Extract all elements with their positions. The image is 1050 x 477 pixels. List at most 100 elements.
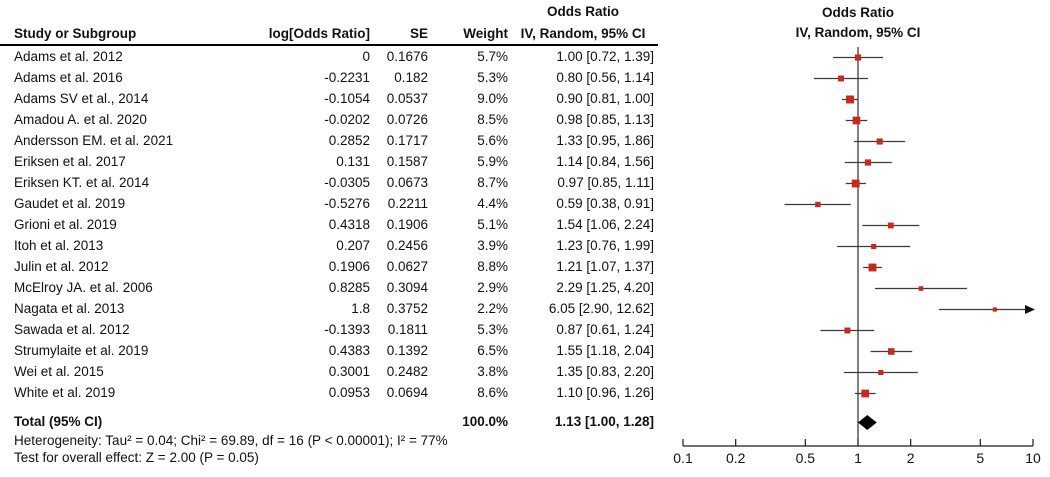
study-row: Andersson EM. et al. 2021 0.2852 0.1717 …: [0, 130, 658, 151]
ci-text-value: 1.00 [0.72, 1.39]: [556, 49, 654, 64]
ci-text-value: 0.90 [0.81, 1.00]: [556, 91, 654, 106]
log-odds-ratio-value: 0.131: [336, 154, 370, 169]
weight-value: 8.8%: [477, 259, 508, 274]
study-column-header: Study or Subgroup: [14, 25, 137, 41]
table-header: Odds Ratio Study or Subgroup log[Odds Ra…: [0, 0, 658, 46]
x-axis-tick-label: 0.2: [726, 450, 746, 466]
log-odds-ratio-value: 1.8: [351, 301, 370, 316]
study-name: Sawada et al. 2012: [14, 322, 130, 337]
x-axis-tick-label: 2: [907, 450, 915, 466]
effect-marker: [851, 179, 860, 188]
se-value: 0.0726: [386, 112, 428, 127]
se-value: 0.182: [394, 70, 428, 85]
study-row: Eriksen et al. 2017 0.131 0.1587 5.9% 1.…: [0, 151, 658, 172]
se-value: 0.2456: [386, 238, 428, 253]
log-odds-ratio-value: -0.0202: [324, 112, 370, 127]
se-value: 0.1811: [387, 322, 428, 337]
study-name: McElroy JA. et al. 2006: [14, 280, 153, 295]
total-row: Total (95% CI) 100.0% 1.13 [1.00, 1.28]: [0, 411, 658, 432]
log-odds-ratio-value: -0.0305: [324, 175, 370, 190]
study-row: White et al. 2019 0.0953 0.0694 8.6% 1.1…: [0, 382, 658, 403]
study-row: Adams et al. 2016 -0.2231 0.182 5.3% 0.8…: [0, 67, 658, 88]
weight-value: 2.2%: [477, 301, 508, 316]
ci-text-value: 1.35 [0.83, 2.20]: [556, 364, 654, 379]
log-odds-ratio-value: -0.5276: [324, 196, 370, 211]
study-name: Andersson EM. et al. 2021: [14, 133, 174, 148]
ci-text-value: 0.59 [0.38, 0.91]: [556, 196, 654, 211]
study-row: Nagata et al. 2013 1.8 0.3752 2.2% 6.05 …: [0, 298, 658, 319]
ci-text-value: 1.55 [1.18, 2.04]: [556, 343, 654, 358]
log-odds-ratio-value: 0.4318: [328, 217, 370, 232]
study-name: White et al. 2019: [14, 385, 116, 400]
header-row-2: Study or Subgroup log[Odds Ratio] SE Wei…: [0, 22, 658, 44]
total-weight: 100.0%: [462, 414, 508, 429]
total-ci-text: 1.13 [1.00, 1.28]: [554, 414, 654, 429]
x-axis-tick-label: 0.5: [796, 450, 816, 466]
effect-marker: [854, 54, 862, 61]
study-name: Wei et al. 2015: [14, 364, 104, 379]
ci-text-value: 0.97 [0.85, 1.11]: [557, 175, 654, 190]
effect-marker: [871, 243, 877, 250]
effect-marker: [844, 327, 851, 334]
se-value: 0.1392: [386, 343, 428, 358]
effect-marker: [846, 95, 854, 104]
study-row: Adams SV et al., 2014 -0.1054 0.0537 9.0…: [0, 88, 658, 109]
log-odds-ratio-value: 0.207: [336, 238, 370, 253]
effect-marker: [878, 369, 884, 376]
se-value: 0.1906: [386, 217, 428, 232]
ci-text-value: 1.14 [0.84, 1.56]: [556, 154, 654, 169]
heterogeneity-text: Heterogeneity: Tau² = 0.04; Chi² = 69.89…: [14, 433, 448, 448]
se-value: 0.1587: [386, 154, 428, 169]
se-value: 0.0537: [386, 91, 428, 106]
se-column-header: SE: [409, 25, 428, 41]
log-odds-ratio-value: -0.2231: [324, 70, 370, 85]
log-odds-ratio-value: 0.1906: [328, 259, 370, 274]
se-value: 0.0627: [386, 259, 428, 274]
effect-marker: [838, 75, 844, 82]
weight-value: 2.9%: [477, 280, 508, 295]
log-odds-ratio-value: 0.8285: [328, 280, 370, 295]
study-row: Amadou A. et al. 2020 -0.0202 0.0726 8.5…: [0, 109, 658, 130]
se-value: 0.2211: [387, 196, 428, 211]
log-odds-ratio-value: -0.1054: [324, 91, 370, 106]
ci-column-header: IV, Random, 95% CI: [520, 25, 646, 41]
or-text-column-title: Odds Ratio: [546, 3, 619, 19]
spacer: [0, 403, 658, 411]
forest-plot-graphic: 0.1 0.2 0.5 1 2 5 10: [673, 47, 1041, 466]
weight-value: 4.4%: [477, 196, 508, 211]
se-value: 0.3752: [386, 301, 428, 316]
log-odds-ratio-value: -0.1393: [324, 322, 370, 337]
study-name: Adams SV et al., 2014: [14, 91, 149, 106]
study-row: Adams et al. 2012 0 0.1676 5.7% 1.00 [0.…: [0, 46, 658, 67]
study-row: Wei et al. 2015 0.3001 0.2482 3.8% 1.35 …: [0, 361, 658, 382]
study-name: Grioni et al. 2019: [14, 217, 117, 232]
weight-value: 5.3%: [477, 70, 508, 85]
weight-value: 8.7%: [477, 175, 508, 190]
weight-value: 3.9%: [477, 238, 508, 253]
ci-arrow-right-icon: [1025, 305, 1035, 314]
effect-marker: [992, 307, 997, 312]
weight-value: 8.5%: [477, 112, 508, 127]
study-row: McElroy JA. et al. 2006 0.8285 0.3094 2.…: [0, 277, 658, 298]
log-odds-ratio-value: 0.0953: [328, 385, 370, 400]
x-axis-tick-label: 5: [976, 450, 984, 466]
x-axis-tick-label: 0.1: [673, 450, 693, 466]
effect-marker: [887, 222, 894, 229]
study-row: Strumylaite et al. 2019 0.4383 0.1392 6.…: [0, 340, 658, 361]
se-value: 0.1676: [386, 49, 428, 64]
study-row: Grioni et al. 2019 0.4318 0.1906 5.1% 1.…: [0, 214, 658, 235]
effect-marker: [876, 138, 883, 145]
weight-value: 9.0%: [477, 91, 508, 106]
effect-marker: [864, 159, 872, 166]
log-odds-ratio-value: 0.4383: [328, 343, 370, 358]
study-name: Gaudet et al. 2019: [14, 196, 126, 211]
results-table: Odds Ratio Study or Subgroup log[Odds Ra…: [0, 0, 658, 465]
effect-marker: [888, 348, 895, 355]
study-row: Itoh et al. 2013 0.207 0.2456 3.9% 1.23 …: [0, 235, 658, 256]
log-odds-ratio-value: 0.3001: [328, 364, 370, 379]
study-name: Nagata et al. 2013: [14, 301, 125, 316]
study-name: Eriksen et al. 2017: [14, 154, 126, 169]
study-rows: Adams et al. 2012 0 0.1676 5.7% 1.00 [0.…: [0, 46, 658, 403]
weight-value: 5.7%: [477, 49, 508, 64]
se-value: 0.0673: [386, 175, 428, 190]
